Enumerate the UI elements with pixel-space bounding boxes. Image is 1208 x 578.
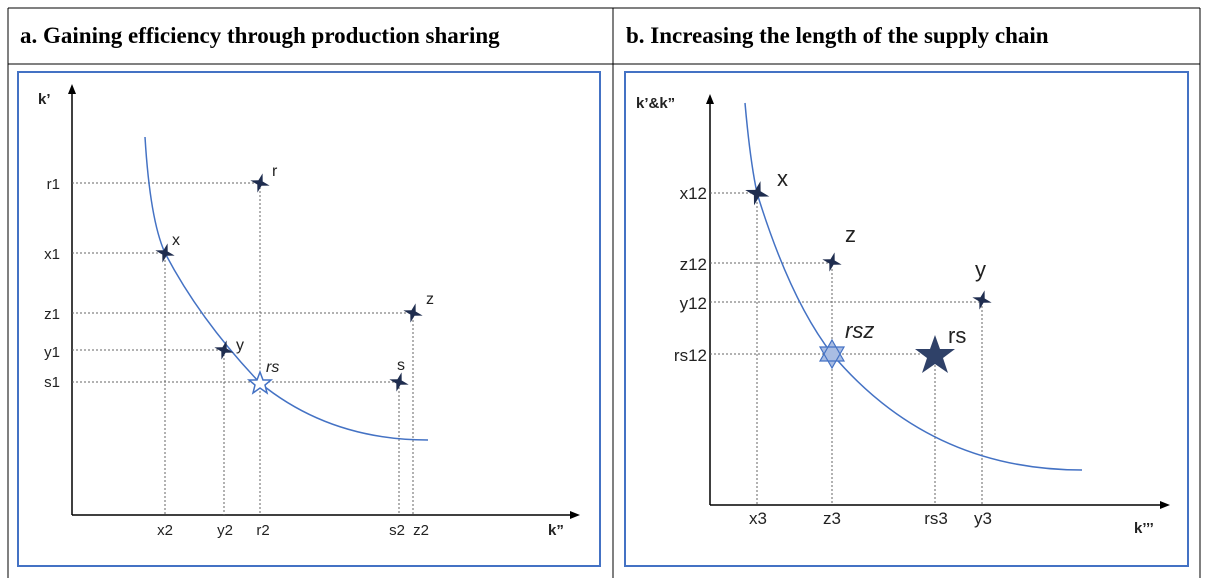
axis-label: k’&k” (636, 95, 675, 112)
y-tick-label: z12 (680, 255, 707, 274)
y-tick-label: rs12 (674, 346, 707, 365)
x-tick-label: x2 (157, 522, 173, 539)
axis-label: k’ (38, 91, 51, 108)
x-tick-label: y3 (974, 509, 992, 528)
point-marker (969, 287, 995, 313)
panel-frame (17, 71, 601, 567)
y-tick-label: z1 (44, 306, 60, 323)
axis-label: k’’’ (1134, 520, 1154, 537)
x-tick-label: y2 (217, 522, 233, 539)
point-label: z (845, 222, 856, 247)
y-tick-label: r1 (47, 176, 60, 193)
table (7, 7, 1201, 578)
point-label: rsz (845, 318, 874, 343)
x-tick-label: x3 (749, 509, 767, 528)
point-label: s (397, 357, 405, 374)
y-tick-label: y1 (44, 344, 60, 361)
shape (706, 94, 714, 104)
column-header: b. Increasing the length of the supply c… (626, 23, 1049, 48)
point-marker (915, 335, 955, 373)
shape (68, 84, 76, 94)
point-label: x (172, 232, 180, 249)
isoquant (744, 102, 1083, 471)
panel-a: k’ k” r1 x1 z1 y1 s1 x2 y2 r2 s2 z2 r x … (17, 71, 601, 567)
axis-label: k” (548, 522, 564, 539)
y-tick-label: s1 (44, 374, 60, 391)
point-label: y (975, 257, 986, 282)
point-label: z (426, 291, 434, 308)
x-tick-label: r2 (256, 522, 269, 539)
point-marker (818, 338, 846, 370)
shape (1160, 501, 1170, 509)
y-tick-label: x12 (680, 184, 707, 203)
point-label: y (236, 337, 244, 354)
shape (570, 511, 580, 519)
panel-frame (624, 71, 1189, 567)
x-tick-label: rs3 (924, 509, 948, 528)
y-tick-label: y12 (680, 294, 707, 313)
point-label: rs (948, 323, 966, 348)
x-tick-label: s2 (389, 522, 405, 539)
x-tick-label: z2 (413, 522, 429, 539)
panel-b: k’&k” k’’’ x12 z12 y12 rs12 x3 z3 rs3 y3… (624, 71, 1189, 567)
isoquant (144, 136, 429, 441)
point-label: r (272, 163, 278, 180)
point-label: rs (266, 359, 279, 376)
point-label: x (777, 166, 788, 191)
point-marker (246, 369, 274, 395)
x-tick-label: z3 (823, 509, 841, 528)
column-header: a. Gaining efficiency through production… (20, 23, 500, 48)
y-tick-label: x1 (44, 246, 60, 263)
